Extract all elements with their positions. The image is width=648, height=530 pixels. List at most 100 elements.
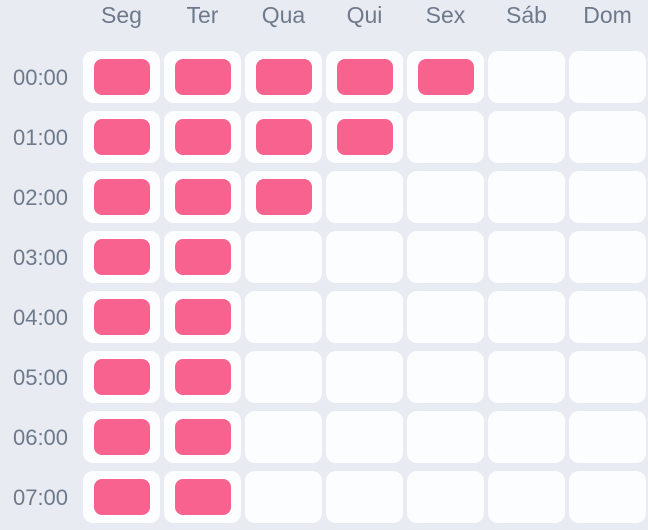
schedule-cell-qui-0300[interactable] bbox=[326, 231, 403, 283]
schedule-cell-qui-0000[interactable] bbox=[326, 51, 403, 103]
schedule-row-0500: 05:00 bbox=[0, 348, 648, 408]
day-header-ter: Ter bbox=[186, 2, 219, 28]
selected-block bbox=[174, 359, 231, 395]
selected-block bbox=[174, 419, 231, 455]
schedule-cell-dom-0500[interactable] bbox=[569, 351, 646, 403]
schedule-cell-sáb-0500[interactable] bbox=[488, 351, 565, 403]
time-label-0400: 04:00 bbox=[12, 305, 69, 330]
schedule-cell-seg-0100[interactable] bbox=[83, 111, 160, 163]
schedule-cell-sex-0200[interactable] bbox=[407, 171, 484, 223]
selected-block bbox=[174, 179, 231, 215]
schedule-cell-sáb-0700[interactable] bbox=[488, 471, 565, 523]
schedule-cell-qua-0700[interactable] bbox=[245, 471, 322, 523]
schedule-cell-seg-0000[interactable] bbox=[83, 51, 160, 103]
selected-block bbox=[93, 119, 150, 155]
selected-block bbox=[174, 239, 231, 275]
schedule-cell-seg-0400[interactable] bbox=[83, 291, 160, 343]
schedule-rows: 00:00 01:00 02:00 03:00 04:00 05:00 06:00 07:00 bbox=[0, 48, 648, 528]
schedule-cell-sáb-0100[interactable] bbox=[488, 111, 565, 163]
selected-block bbox=[336, 59, 393, 95]
schedule-cell-ter-0600[interactable] bbox=[164, 411, 241, 463]
schedule-cell-ter-0400[interactable] bbox=[164, 291, 241, 343]
schedule-cell-ter-0100[interactable] bbox=[164, 111, 241, 163]
time-label-0100: 01:00 bbox=[12, 125, 69, 150]
schedule-cell-qui-0500[interactable] bbox=[326, 351, 403, 403]
schedule-row-0600: 06:00 bbox=[0, 408, 648, 468]
selected-block bbox=[174, 59, 231, 95]
schedule-cell-seg-0500[interactable] bbox=[83, 351, 160, 403]
schedule-cell-ter-0000[interactable] bbox=[164, 51, 241, 103]
schedule-cell-seg-0200[interactable] bbox=[83, 171, 160, 223]
schedule-cell-seg-0300[interactable] bbox=[83, 231, 160, 283]
schedule-cell-qua-0500[interactable] bbox=[245, 351, 322, 403]
day-header-seg: Seg bbox=[101, 2, 142, 28]
time-label-0500: 05:00 bbox=[12, 365, 69, 390]
schedule-cell-seg-0600[interactable] bbox=[83, 411, 160, 463]
day-header-dom: Dom bbox=[583, 2, 632, 28]
schedule-cell-ter-0200[interactable] bbox=[164, 171, 241, 223]
day-header-qui: Qui bbox=[346, 2, 383, 28]
schedule-cell-sex-0300[interactable] bbox=[407, 231, 484, 283]
schedule-cell-dom-0700[interactable] bbox=[569, 471, 646, 523]
schedule-cell-qui-0400[interactable] bbox=[326, 291, 403, 343]
schedule-row-0200: 02:00 bbox=[0, 168, 648, 228]
selected-block bbox=[93, 239, 150, 275]
schedule-cell-ter-0300[interactable] bbox=[164, 231, 241, 283]
time-label-0300: 03:00 bbox=[12, 245, 69, 270]
schedule-cell-qui-0700[interactable] bbox=[326, 471, 403, 523]
schedule-cell-dom-0200[interactable] bbox=[569, 171, 646, 223]
schedule-cell-qua-0000[interactable] bbox=[245, 51, 322, 103]
schedule-cell-sex-0400[interactable] bbox=[407, 291, 484, 343]
schedule-row-0000: 00:00 bbox=[0, 48, 648, 108]
selected-block bbox=[93, 359, 150, 395]
schedule-cell-ter-0700[interactable] bbox=[164, 471, 241, 523]
selected-block bbox=[93, 59, 150, 95]
selected-block bbox=[255, 119, 312, 155]
schedule-cell-dom-0300[interactable] bbox=[569, 231, 646, 283]
schedule-cell-sáb-0000[interactable] bbox=[488, 51, 565, 103]
selected-block bbox=[417, 59, 474, 95]
schedule-cell-sáb-0300[interactable] bbox=[488, 231, 565, 283]
schedule-cell-qua-0100[interactable] bbox=[245, 111, 322, 163]
schedule-cell-sex-0600[interactable] bbox=[407, 411, 484, 463]
schedule-cell-sáb-0400[interactable] bbox=[488, 291, 565, 343]
schedule-cell-qui-0100[interactable] bbox=[326, 111, 403, 163]
time-label-0700: 07:00 bbox=[12, 485, 69, 510]
selected-block bbox=[336, 119, 393, 155]
schedule-cell-sex-0500[interactable] bbox=[407, 351, 484, 403]
schedule-cell-dom-0600[interactable] bbox=[569, 411, 646, 463]
selected-block bbox=[93, 419, 150, 455]
selected-block bbox=[93, 179, 150, 215]
schedule-cell-qua-0400[interactable] bbox=[245, 291, 322, 343]
schedule-cell-dom-0100[interactable] bbox=[569, 111, 646, 163]
schedule-cell-ter-0500[interactable] bbox=[164, 351, 241, 403]
selected-block bbox=[174, 119, 231, 155]
schedule-cell-seg-0700[interactable] bbox=[83, 471, 160, 523]
schedule-cell-dom-0000[interactable] bbox=[569, 51, 646, 103]
schedule-row-0400: 04:00 bbox=[0, 288, 648, 348]
schedule-cell-qui-0600[interactable] bbox=[326, 411, 403, 463]
schedule-cell-qua-0300[interactable] bbox=[245, 231, 322, 283]
time-label-0200: 02:00 bbox=[12, 185, 69, 210]
day-header-sáb: Sáb bbox=[506, 2, 547, 28]
schedule-row-0700: 07:00 bbox=[0, 468, 648, 528]
selected-block bbox=[255, 59, 312, 95]
time-label-0000: 00:00 bbox=[12, 65, 69, 90]
day-header-qua: Qua bbox=[261, 2, 306, 28]
schedule-cell-dom-0400[interactable] bbox=[569, 291, 646, 343]
day-header-sex: Sex bbox=[425, 2, 466, 28]
schedule-cell-sex-0700[interactable] bbox=[407, 471, 484, 523]
schedule-cell-qui-0200[interactable] bbox=[326, 171, 403, 223]
selected-block bbox=[255, 179, 312, 215]
day-header-row: Seg Ter Qua Qui Sex Sáb Dom bbox=[0, 0, 648, 48]
schedule-cell-sex-0100[interactable] bbox=[407, 111, 484, 163]
schedule-cell-sáb-0600[interactable] bbox=[488, 411, 565, 463]
selected-block bbox=[93, 479, 150, 515]
schedule-row-0100: 01:00 bbox=[0, 108, 648, 168]
schedule-cell-qua-0200[interactable] bbox=[245, 171, 322, 223]
schedule-row-0300: 03:00 bbox=[0, 228, 648, 288]
selected-block bbox=[174, 299, 231, 335]
schedule-cell-sáb-0200[interactable] bbox=[488, 171, 565, 223]
schedule-cell-qua-0600[interactable] bbox=[245, 411, 322, 463]
schedule-cell-sex-0000[interactable] bbox=[407, 51, 484, 103]
